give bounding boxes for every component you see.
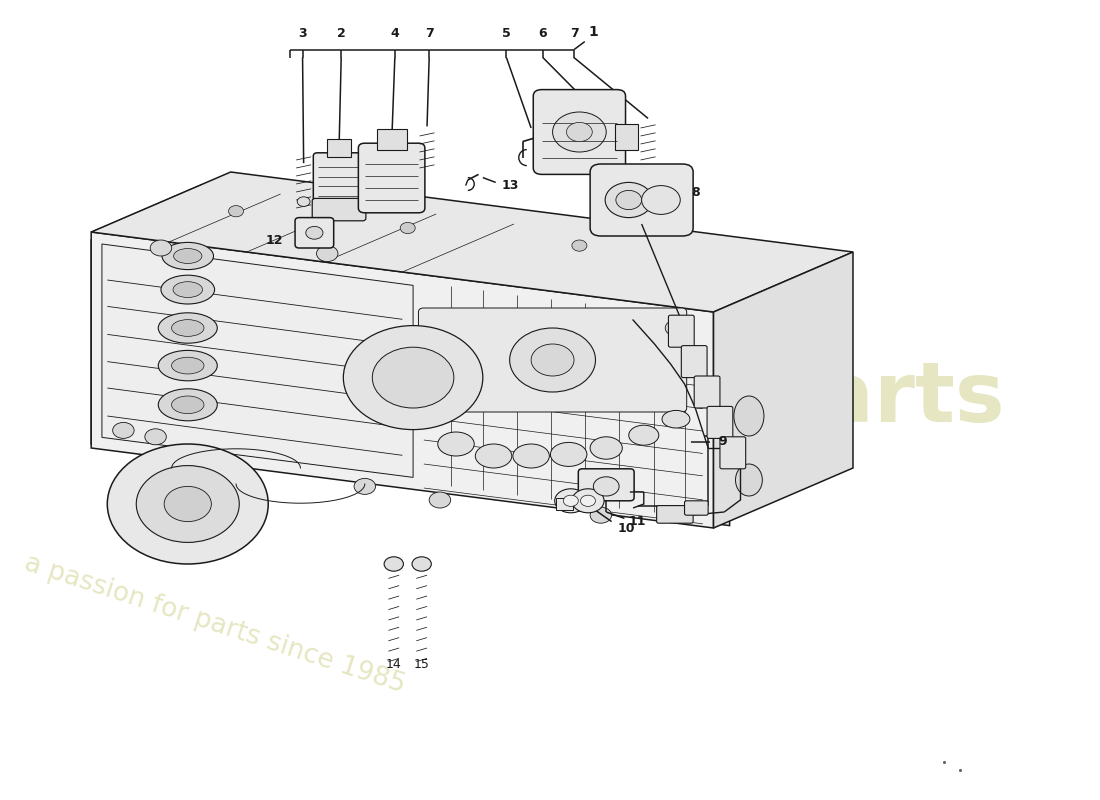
Circle shape xyxy=(590,507,612,523)
Circle shape xyxy=(641,186,680,214)
Ellipse shape xyxy=(438,432,474,456)
FancyBboxPatch shape xyxy=(694,376,719,408)
Circle shape xyxy=(412,557,431,571)
Polygon shape xyxy=(91,240,729,526)
Circle shape xyxy=(616,190,641,210)
Ellipse shape xyxy=(172,358,204,374)
FancyBboxPatch shape xyxy=(657,506,693,523)
Circle shape xyxy=(108,444,268,564)
Text: 1: 1 xyxy=(588,25,598,39)
Circle shape xyxy=(372,347,454,408)
Ellipse shape xyxy=(162,242,213,270)
Ellipse shape xyxy=(662,410,690,428)
Polygon shape xyxy=(102,244,414,478)
FancyBboxPatch shape xyxy=(681,346,707,378)
Circle shape xyxy=(554,489,587,513)
Polygon shape xyxy=(91,232,714,528)
FancyBboxPatch shape xyxy=(669,315,694,347)
Text: 5: 5 xyxy=(502,27,510,40)
Ellipse shape xyxy=(172,396,204,414)
FancyBboxPatch shape xyxy=(707,406,733,438)
Text: 9: 9 xyxy=(719,435,727,448)
Text: 14: 14 xyxy=(386,658,402,670)
FancyBboxPatch shape xyxy=(418,308,686,412)
Circle shape xyxy=(566,122,592,142)
Ellipse shape xyxy=(734,396,763,436)
FancyBboxPatch shape xyxy=(579,469,634,501)
Circle shape xyxy=(552,112,606,152)
Circle shape xyxy=(384,557,404,571)
FancyBboxPatch shape xyxy=(376,129,407,150)
Circle shape xyxy=(145,429,166,445)
Circle shape xyxy=(400,222,415,234)
FancyBboxPatch shape xyxy=(534,90,626,174)
Circle shape xyxy=(429,492,451,508)
Text: 7: 7 xyxy=(570,27,579,40)
Ellipse shape xyxy=(173,282,202,298)
Circle shape xyxy=(354,478,375,494)
Circle shape xyxy=(317,246,338,262)
Text: 13: 13 xyxy=(502,179,519,192)
Text: a passion for parts since 1985: a passion for parts since 1985 xyxy=(22,550,409,698)
Text: euro
carparts: euro carparts xyxy=(612,265,1005,439)
Circle shape xyxy=(229,206,243,217)
Circle shape xyxy=(531,344,574,376)
Ellipse shape xyxy=(158,350,218,381)
Circle shape xyxy=(605,182,652,218)
Text: 8: 8 xyxy=(691,186,700,198)
Circle shape xyxy=(164,486,211,522)
FancyBboxPatch shape xyxy=(684,501,708,515)
Circle shape xyxy=(151,240,172,256)
Ellipse shape xyxy=(158,389,218,421)
Ellipse shape xyxy=(629,426,659,445)
FancyBboxPatch shape xyxy=(359,143,425,213)
Circle shape xyxy=(572,489,604,513)
Ellipse shape xyxy=(590,437,623,459)
Polygon shape xyxy=(714,252,852,528)
Text: 11: 11 xyxy=(628,515,646,528)
Circle shape xyxy=(563,495,579,506)
Circle shape xyxy=(112,422,134,438)
Circle shape xyxy=(509,328,595,392)
Text: 10: 10 xyxy=(618,522,636,534)
Circle shape xyxy=(581,495,595,506)
Circle shape xyxy=(297,197,310,206)
Circle shape xyxy=(343,326,483,430)
Ellipse shape xyxy=(736,464,762,496)
Ellipse shape xyxy=(174,249,202,263)
Circle shape xyxy=(572,240,587,251)
FancyBboxPatch shape xyxy=(312,198,366,221)
Ellipse shape xyxy=(161,275,214,304)
Text: 15: 15 xyxy=(414,658,430,670)
FancyBboxPatch shape xyxy=(615,124,638,150)
Circle shape xyxy=(593,477,619,496)
Text: 2: 2 xyxy=(337,27,345,40)
FancyBboxPatch shape xyxy=(314,153,365,207)
Text: 7: 7 xyxy=(425,27,433,40)
Circle shape xyxy=(666,506,686,522)
Bar xyxy=(556,498,573,510)
Ellipse shape xyxy=(475,444,512,468)
FancyBboxPatch shape xyxy=(590,164,693,236)
Ellipse shape xyxy=(172,320,204,336)
Circle shape xyxy=(306,226,323,239)
Text: 3: 3 xyxy=(298,27,307,40)
Ellipse shape xyxy=(550,442,587,466)
Text: 6: 6 xyxy=(539,27,547,40)
FancyBboxPatch shape xyxy=(327,139,351,157)
FancyBboxPatch shape xyxy=(719,437,746,469)
Circle shape xyxy=(666,320,686,336)
FancyBboxPatch shape xyxy=(295,218,333,248)
Ellipse shape xyxy=(513,444,549,468)
Text: 4: 4 xyxy=(390,27,399,40)
Circle shape xyxy=(136,466,240,542)
Ellipse shape xyxy=(158,313,218,343)
Polygon shape xyxy=(91,172,852,312)
Text: 12: 12 xyxy=(266,234,284,246)
